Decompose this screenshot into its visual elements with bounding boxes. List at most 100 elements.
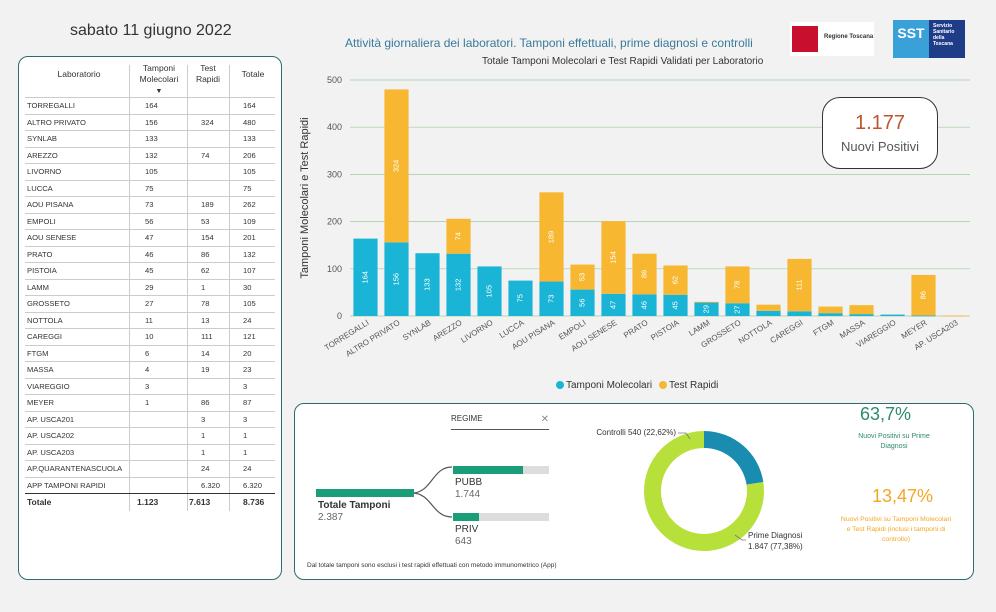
bar-molecolari[interactable] — [911, 315, 936, 317]
cell-test-rapidi: 14 — [201, 348, 210, 358]
bar-molecolari[interactable] — [415, 253, 440, 316]
table-row[interactable]: LIVORNO 105 105 — [25, 163, 275, 180]
table-row[interactable]: PISTOIA 45 62 107 — [25, 262, 275, 279]
legend-rapidi[interactable]: Test Rapidi — [668, 380, 719, 391]
table-row[interactable]: FTGM 6 14 20 — [25, 344, 275, 362]
table-row[interactable]: LAMM 29 1 30 — [25, 278, 275, 296]
total-tamponi-value: 2.387 — [318, 512, 344, 523]
bar-molecolari[interactable] — [508, 280, 533, 316]
pubb-bar[interactable] — [453, 466, 524, 474]
col-header-totale[interactable]: Totale — [241, 69, 265, 79]
bar-molecolari[interactable] — [353, 238, 378, 316]
bar-molecolari[interactable] — [849, 314, 874, 316]
table-total-row: Totale 1.123 7.613 8.736 — [25, 493, 275, 511]
bar-test-rapidi[interactable] — [446, 218, 471, 254]
bar-test-rapidi[interactable] — [787, 258, 812, 312]
bar-test-rapidi[interactable] — [632, 253, 657, 295]
donut-slice-controlli[interactable] — [704, 431, 764, 485]
bar-test-rapidi[interactable] — [911, 274, 936, 316]
col-header-laboratorio[interactable]: Laboratorio — [57, 69, 101, 79]
bar-molecolari[interactable] — [787, 311, 812, 316]
tree-link-priv — [411, 492, 453, 518]
bar-data-label: 47 — [608, 301, 617, 309]
bar-data-label: 164 — [360, 271, 369, 284]
table-row[interactable]: TORREGALLI 164 164 — [25, 97, 275, 114]
table-row[interactable]: MASSA 4 19 23 — [25, 361, 275, 378]
cell-laboratorio: AOU SENESE — [27, 233, 77, 242]
bar-data-label: 29 — [701, 305, 710, 313]
table-row[interactable]: AP. USCA203 1 1 — [25, 443, 275, 461]
cell-molecolari: 45 — [145, 266, 154, 275]
table-row[interactable]: LUCCA 75 75 — [25, 179, 275, 197]
legend-molecolari[interactable]: Tamponi Molecolari — [566, 380, 653, 391]
bar-test-rapidi[interactable] — [942, 315, 967, 317]
table-row[interactable]: NOTTOLA 11 13 24 — [25, 311, 275, 329]
bar-molecolari[interactable] — [632, 294, 657, 316]
bar-molecolari[interactable] — [663, 294, 688, 316]
bar-molecolari[interactable] — [880, 314, 905, 316]
regime-filter[interactable]: REGIME ✕ — [451, 414, 549, 430]
cell-totale: 3 — [243, 414, 248, 424]
priv-bar[interactable] — [453, 513, 479, 521]
pct-positivi-tamponi-label: Nuovi Positivi su Tamponi Molecolari e T… — [840, 516, 952, 543]
col-header-molecolari[interactable]: Tamponi Molecolari ▼ — [131, 63, 187, 97]
bar-molecolari[interactable] — [756, 310, 781, 316]
table-row[interactable]: AREZZO 132 74 206 — [25, 146, 275, 164]
table-header: Laboratorio Tamponi Molecolari ▼ Test Rap… — [19, 57, 281, 97]
table-row[interactable]: CAREGGI 10 111 121 — [25, 328, 275, 345]
x-tick-label: LIVORNO — [459, 318, 494, 345]
cell-molecolari: 105 — [145, 167, 158, 176]
table-row[interactable]: EMPOLI 56 53 109 — [25, 212, 275, 230]
bar-molecolari[interactable] — [694, 302, 719, 316]
table-row[interactable]: SYNLAB 133 133 — [25, 130, 275, 147]
cell-test-rapidi: 19 — [201, 365, 210, 374]
bar-test-rapidi[interactable] — [539, 192, 564, 282]
bar-molecolari[interactable] — [818, 313, 843, 316]
cell-totale: 206 — [243, 150, 256, 160]
bar-test-rapidi[interactable] — [818, 306, 843, 314]
close-icon[interactable]: ✕ — [540, 414, 549, 425]
cell-molecolari: 4 — [145, 365, 150, 374]
table-row[interactable]: AOU PISANA 73 189 262 — [25, 196, 275, 213]
total-tamponi-bar[interactable] — [316, 489, 414, 497]
cell-totale: 201 — [243, 233, 256, 242]
bar-molecolari[interactable] — [601, 293, 626, 316]
bar-test-rapidi[interactable] — [694, 301, 719, 303]
bar-test-rapidi[interactable] — [384, 89, 409, 243]
cell-test-rapidi: 53 — [201, 216, 210, 226]
bar-test-rapidi[interactable] — [570, 264, 595, 290]
table-row[interactable]: AOU SENESE 47 154 201 — [25, 229, 275, 246]
bar-molecolari[interactable] — [570, 289, 595, 316]
bar-data-label: 56 — [577, 299, 586, 307]
bar-test-rapidi[interactable] — [849, 305, 874, 315]
bar-molecolari[interactable] — [477, 266, 502, 316]
cell-test-rapidi: 86 — [201, 249, 210, 259]
cell-totale: 109 — [243, 216, 256, 226]
bar-molecolari[interactable] — [446, 253, 471, 316]
bar-test-rapidi[interactable] — [725, 266, 750, 304]
cell-totale: 1 — [243, 431, 248, 440]
cell-molecolari: 3 — [145, 381, 150, 391]
cell-totale: 121 — [243, 332, 256, 341]
cell-molecolari: 10 — [145, 332, 154, 341]
bar-molecolari[interactable] — [539, 281, 564, 316]
table-row[interactable]: ALTRO PRIVATO 156 324 480 — [25, 113, 275, 131]
cell-laboratorio: SYNLAB — [27, 134, 57, 143]
bar-test-rapidi[interactable] — [601, 221, 626, 294]
table-row[interactable]: VIAREGGIO 3 3 — [25, 377, 275, 395]
bar-molecolari[interactable] — [725, 303, 750, 316]
table-row[interactable]: AP. USCA202 1 1 — [25, 427, 275, 444]
bar-test-rapidi[interactable] — [663, 265, 688, 295]
table-row[interactable]: MEYER 1 86 87 — [25, 394, 275, 411]
table-row[interactable]: AP.QUARANTENASCUOLA 24 24 — [25, 460, 275, 477]
table-row[interactable]: AP. USCA201 3 3 — [25, 410, 275, 428]
cell-test-rapidi: 74 — [201, 150, 210, 160]
col-header-test-rapidi[interactable]: Test Rapidi — [195, 63, 221, 84]
table-row[interactable]: GROSSETO 27 78 105 — [25, 295, 275, 312]
bar-molecolari[interactable] — [384, 242, 409, 316]
table-row[interactable]: APP TAMPONI RAPIDI 6.320 6.320 — [25, 476, 275, 494]
cell-totale: 23 — [243, 365, 252, 374]
bar-test-rapidi[interactable] — [756, 304, 781, 311]
table-row[interactable]: PRATO 46 86 132 — [25, 245, 275, 263]
cell-totale: 132 — [243, 249, 256, 259]
